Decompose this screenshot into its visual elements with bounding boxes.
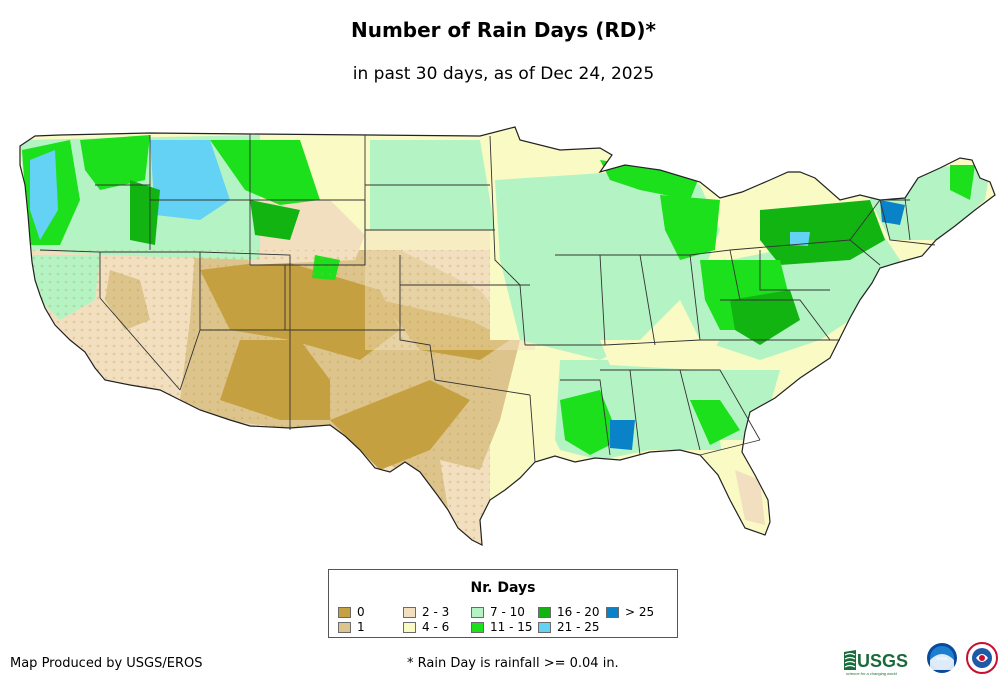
noaa-label: noaa [936,656,947,662]
legend: Nr. Days 0 1 2 - 3 4 - 6 7 - 10 11 - 15 … [328,569,678,638]
legend-item: 7 - 10 [471,606,525,619]
rain-day-footnote: * Rain Day is rainfall >= 0.04 in. [407,656,619,671]
producer-credit: Map Produced by USGS/EROS [10,656,203,671]
us-rain-days-map [19,126,996,546]
map-title: Number of Rain Days (RD)* [350,18,656,42]
state-borders [19,126,996,546]
legend-swatch [338,622,351,633]
usgs-wordmark: USGS [857,651,908,671]
rain-days-fill [20,127,995,545]
legend-swatch [538,607,551,618]
legend-title: Nr. Days [470,580,536,596]
legend-swatch [338,607,351,618]
usgs-tagline: science for a changing world [846,671,897,676]
agency-logos: USGS science for a changing world noaa [844,642,998,676]
legend-swatch [403,622,416,633]
map-subtitle: in past 30 days, as of Dec 24, 2025 [352,64,655,84]
legend-item: 21 - 25 [538,621,600,634]
legend-swatch [606,607,619,618]
legend-swatch [403,607,416,618]
legend-swatch [471,622,484,633]
usgs-logo: USGS science for a changing world [844,650,908,676]
legend-item: 11 - 15 [471,621,533,634]
legend-item: 16 - 20 [538,606,600,619]
legend-item: 2 - 3 [403,606,449,619]
legend-swatch [471,607,484,618]
nws-logo [966,642,998,674]
noaa-logo: noaa [927,643,957,673]
legend-item: 4 - 6 [403,621,449,634]
legend-item: 1 [338,621,365,634]
legend-item: 0 [338,606,365,619]
legend-swatch [538,622,551,633]
legend-item: > 25 [606,606,654,619]
